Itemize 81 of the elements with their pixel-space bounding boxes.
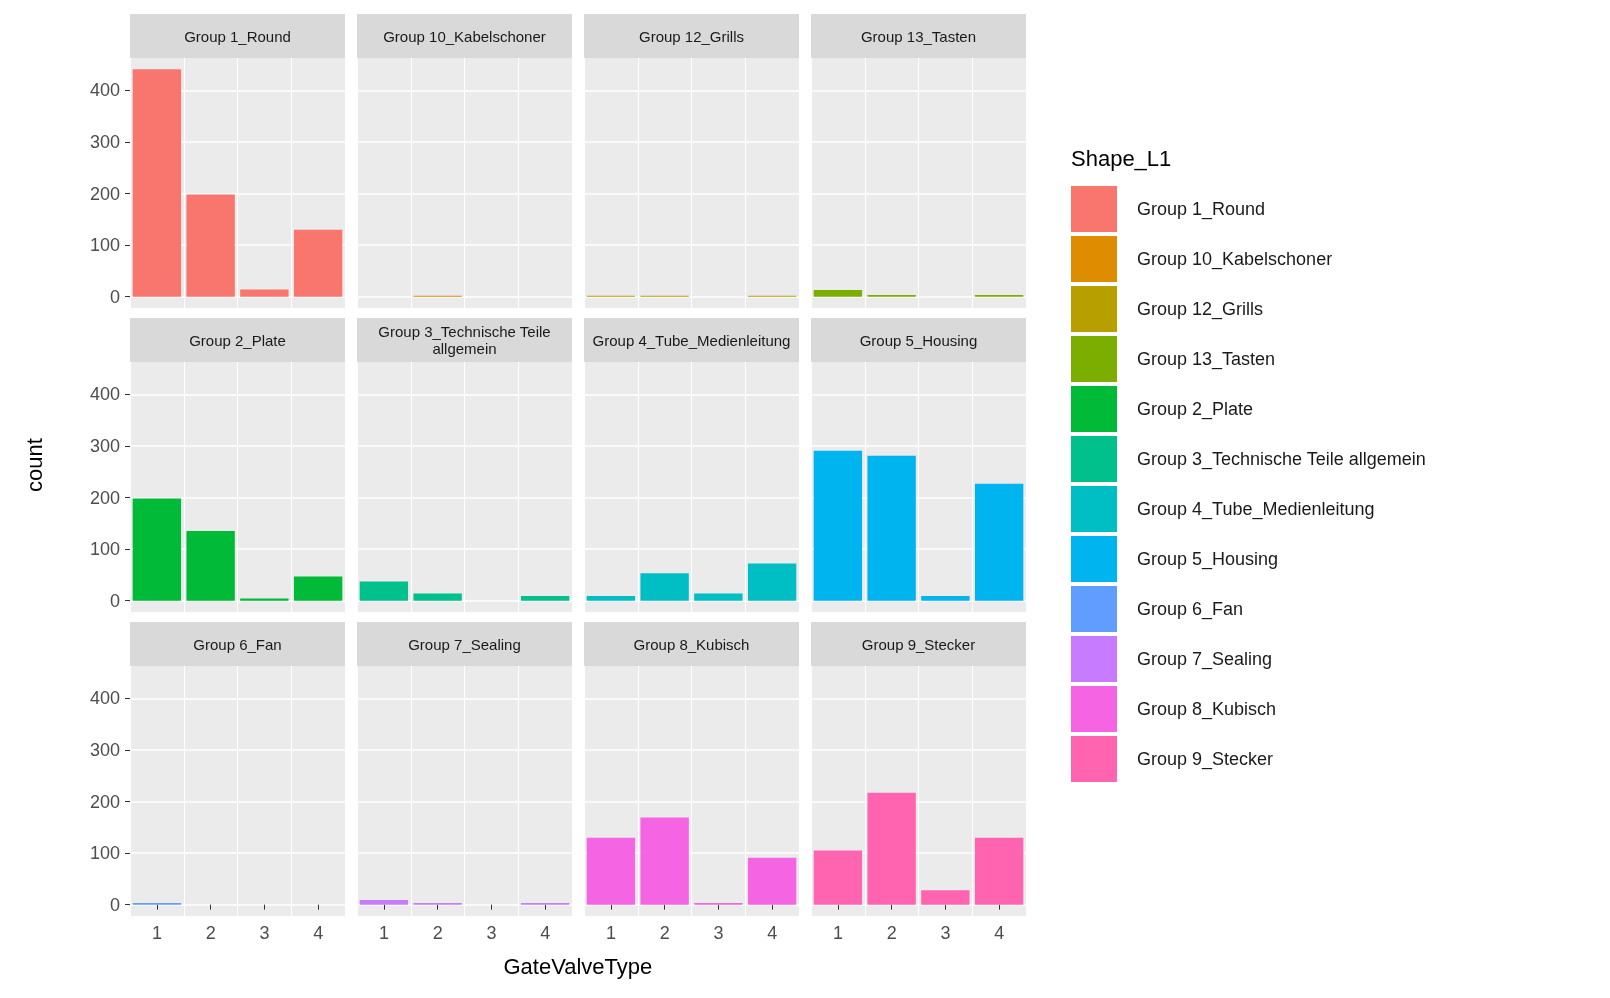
- y-axis-title: count: [21, 438, 48, 492]
- text: Group 4_Tube_Medienleitung: [1137, 498, 1375, 520]
- text: Group 12_Grills: [1137, 298, 1264, 320]
- text: Group 13_Tasten: [1137, 348, 1276, 370]
- text: Group 10_Kabelschoner: [1137, 248, 1333, 270]
- x-tick-label: 2: [432, 923, 443, 943]
- bar: [813, 850, 863, 905]
- bar: [640, 573, 689, 601]
- chart-title: Group 12_Grills: [584, 14, 799, 58]
- chart-title: Group 13_Tasten: [811, 14, 1026, 58]
- x-tick-label: 4: [767, 923, 778, 943]
- x-tick-label: 3: [940, 923, 951, 943]
- y-tick-label: 0: [109, 894, 120, 915]
- text: Group 2_Plate: [1137, 398, 1254, 420]
- x-tick-label: 2: [205, 923, 216, 943]
- bar: [640, 817, 689, 905]
- x-axis-title: GateValveType: [503, 954, 653, 980]
- chart-title: Group 6_Fan: [130, 622, 345, 666]
- x-tick-label: 4: [994, 923, 1005, 943]
- bar: [921, 596, 970, 601]
- bar: [240, 598, 289, 601]
- bar: [974, 483, 1024, 601]
- x-tick-label: 3: [486, 923, 497, 943]
- bar: [867, 792, 916, 905]
- x-tick-label: 4: [540, 923, 551, 943]
- chart-title: Group 1_Round: [130, 14, 345, 58]
- y-tick-label: 100: [89, 843, 120, 864]
- bar: [132, 498, 182, 601]
- x-tick-label: 2: [659, 923, 670, 943]
- bar: [293, 229, 343, 297]
- text: Group 8_Kubisch: [1137, 698, 1277, 720]
- y-tick-label: 300: [89, 436, 120, 457]
- bar: [747, 857, 797, 905]
- bar: [186, 194, 235, 297]
- text: Group 1_Round: [1137, 198, 1266, 220]
- y-tick-label: 300: [89, 740, 120, 761]
- bar: [813, 450, 863, 601]
- x-tick-label: 3: [259, 923, 270, 943]
- y-tick-label: 200: [89, 791, 120, 812]
- chart-title: Group 3_Technische Teile allgemein: [357, 318, 572, 362]
- x-tick-label: 1: [605, 923, 616, 943]
- text: Group 5_Housing: [1137, 548, 1279, 570]
- bar: [132, 69, 182, 297]
- y-tick-label: 400: [89, 688, 120, 709]
- y-tick-label: 400: [89, 384, 120, 405]
- bar: [867, 455, 916, 601]
- text: Group 6_Fan: [1137, 598, 1244, 620]
- x-tick-label: 1: [151, 923, 162, 943]
- bar: [974, 837, 1024, 905]
- bar: [694, 593, 743, 601]
- chart-title: Group 2_Plate: [130, 318, 345, 362]
- x-tick-label: 2: [886, 923, 897, 943]
- chart-title: Group 7_Sealing: [357, 622, 572, 666]
- y-tick-label: 300: [89, 132, 120, 153]
- bar: [586, 596, 636, 601]
- bar: [186, 531, 235, 601]
- chart-title: Group 5_Housing: [811, 318, 1026, 362]
- y-tick-label: 100: [89, 539, 120, 560]
- bar: [586, 837, 636, 905]
- legend-title: Shape_L1: [1071, 146, 1173, 172]
- text: Group 3_Technische Teile allgemein: [1137, 448, 1426, 470]
- y-tick-label: 200: [89, 183, 120, 204]
- chart-title: Group 10_Kabelschoner: [357, 14, 572, 58]
- bar: [747, 563, 797, 601]
- y-tick-label: 200: [89, 487, 120, 508]
- text: Group 9_Stecker: [1137, 748, 1274, 770]
- y-tick-label: 0: [109, 286, 120, 307]
- chart-title: Group 4_Tube_Medienleitung: [584, 318, 799, 362]
- x-tick-label: 1: [832, 923, 843, 943]
- x-tick-label: 4: [313, 923, 324, 943]
- bar: [921, 890, 970, 905]
- y-tick-label: 400: [89, 80, 120, 101]
- bar: [293, 576, 343, 601]
- chart-title: Group 8_Kubisch: [584, 622, 799, 666]
- bar: [240, 289, 289, 297]
- y-tick-label: 0: [109, 590, 120, 611]
- x-tick-label: 3: [713, 923, 724, 943]
- y-tick-label: 100: [89, 235, 120, 256]
- x-tick-label: 1: [378, 923, 389, 943]
- text: Group 7_Sealing: [1137, 648, 1273, 670]
- chart-title: Group 9_Stecker: [811, 622, 1026, 666]
